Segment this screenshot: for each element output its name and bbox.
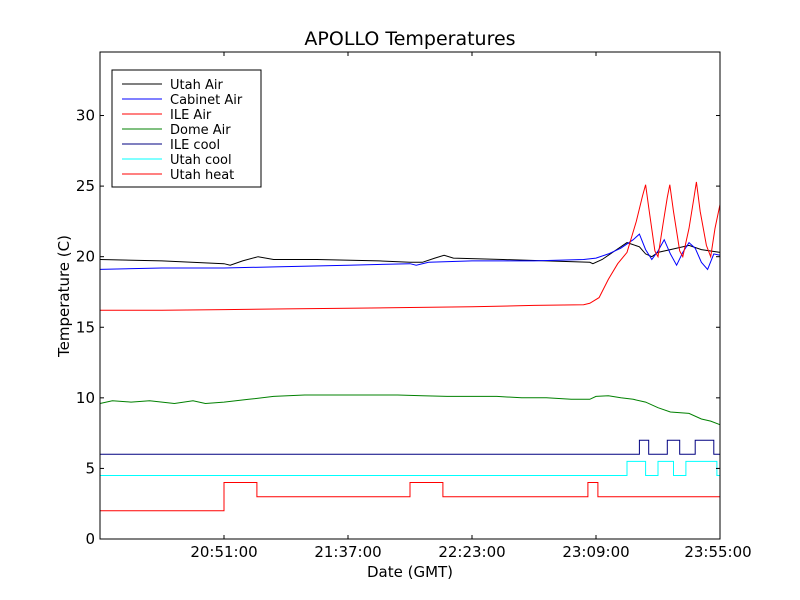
x-tick-label: 20:51:00	[190, 543, 257, 561]
y-tick-label: 25	[76, 177, 95, 195]
plot-frame	[99, 51, 721, 540]
legend-label-cabinet-air: Cabinet Air	[170, 93, 243, 108]
y-tick-label: 10	[76, 389, 95, 407]
y-tick-label: 15	[76, 318, 95, 336]
legend-label-utah-air: Utah Air	[170, 78, 223, 93]
series-line-ile-cool	[100, 439, 720, 455]
legend-label-dome-air: Dome Air	[170, 123, 231, 138]
axis-ticks: 0 5 10 15 20 25 30 20:51:00 21:37:00 22:23:00 23:0…	[76, 52, 752, 561]
x-tick-label: 21:37:00	[314, 543, 381, 561]
y-tick-label: 30	[76, 107, 95, 125]
plot-lines	[99, 181, 721, 512]
y-tick-label: 20	[76, 248, 95, 266]
series-line-utah-air	[99, 242, 721, 266]
series-line-ile-air	[100, 181, 721, 311]
legend-label-ile-cool: ILE cool	[170, 138, 220, 153]
series-line-utah-heat	[100, 482, 720, 512]
series-line-utah-cool	[100, 460, 720, 476]
x-tick-label: 23:55:00	[684, 543, 751, 561]
y-tick-label: 0	[85, 530, 95, 548]
y-tick-label: 5	[85, 459, 95, 477]
series-line-cabinet-air	[99, 233, 721, 271]
legend-label-utah-cool: Utah cool	[170, 153, 232, 168]
y-axis-label: Temperature (C)	[55, 235, 73, 358]
x-axis-label: Date (GMT)	[367, 563, 453, 581]
chart-title: APOLLO Temperatures	[304, 28, 515, 50]
x-tick-label: 23:09:00	[562, 543, 629, 561]
legend-label-ile-air: ILE Air	[170, 108, 212, 123]
series-line-dome-air	[99, 394, 721, 426]
x-tick-label: 22:23:00	[438, 543, 505, 561]
legend-label-utah-heat: Utah heat	[170, 168, 234, 183]
